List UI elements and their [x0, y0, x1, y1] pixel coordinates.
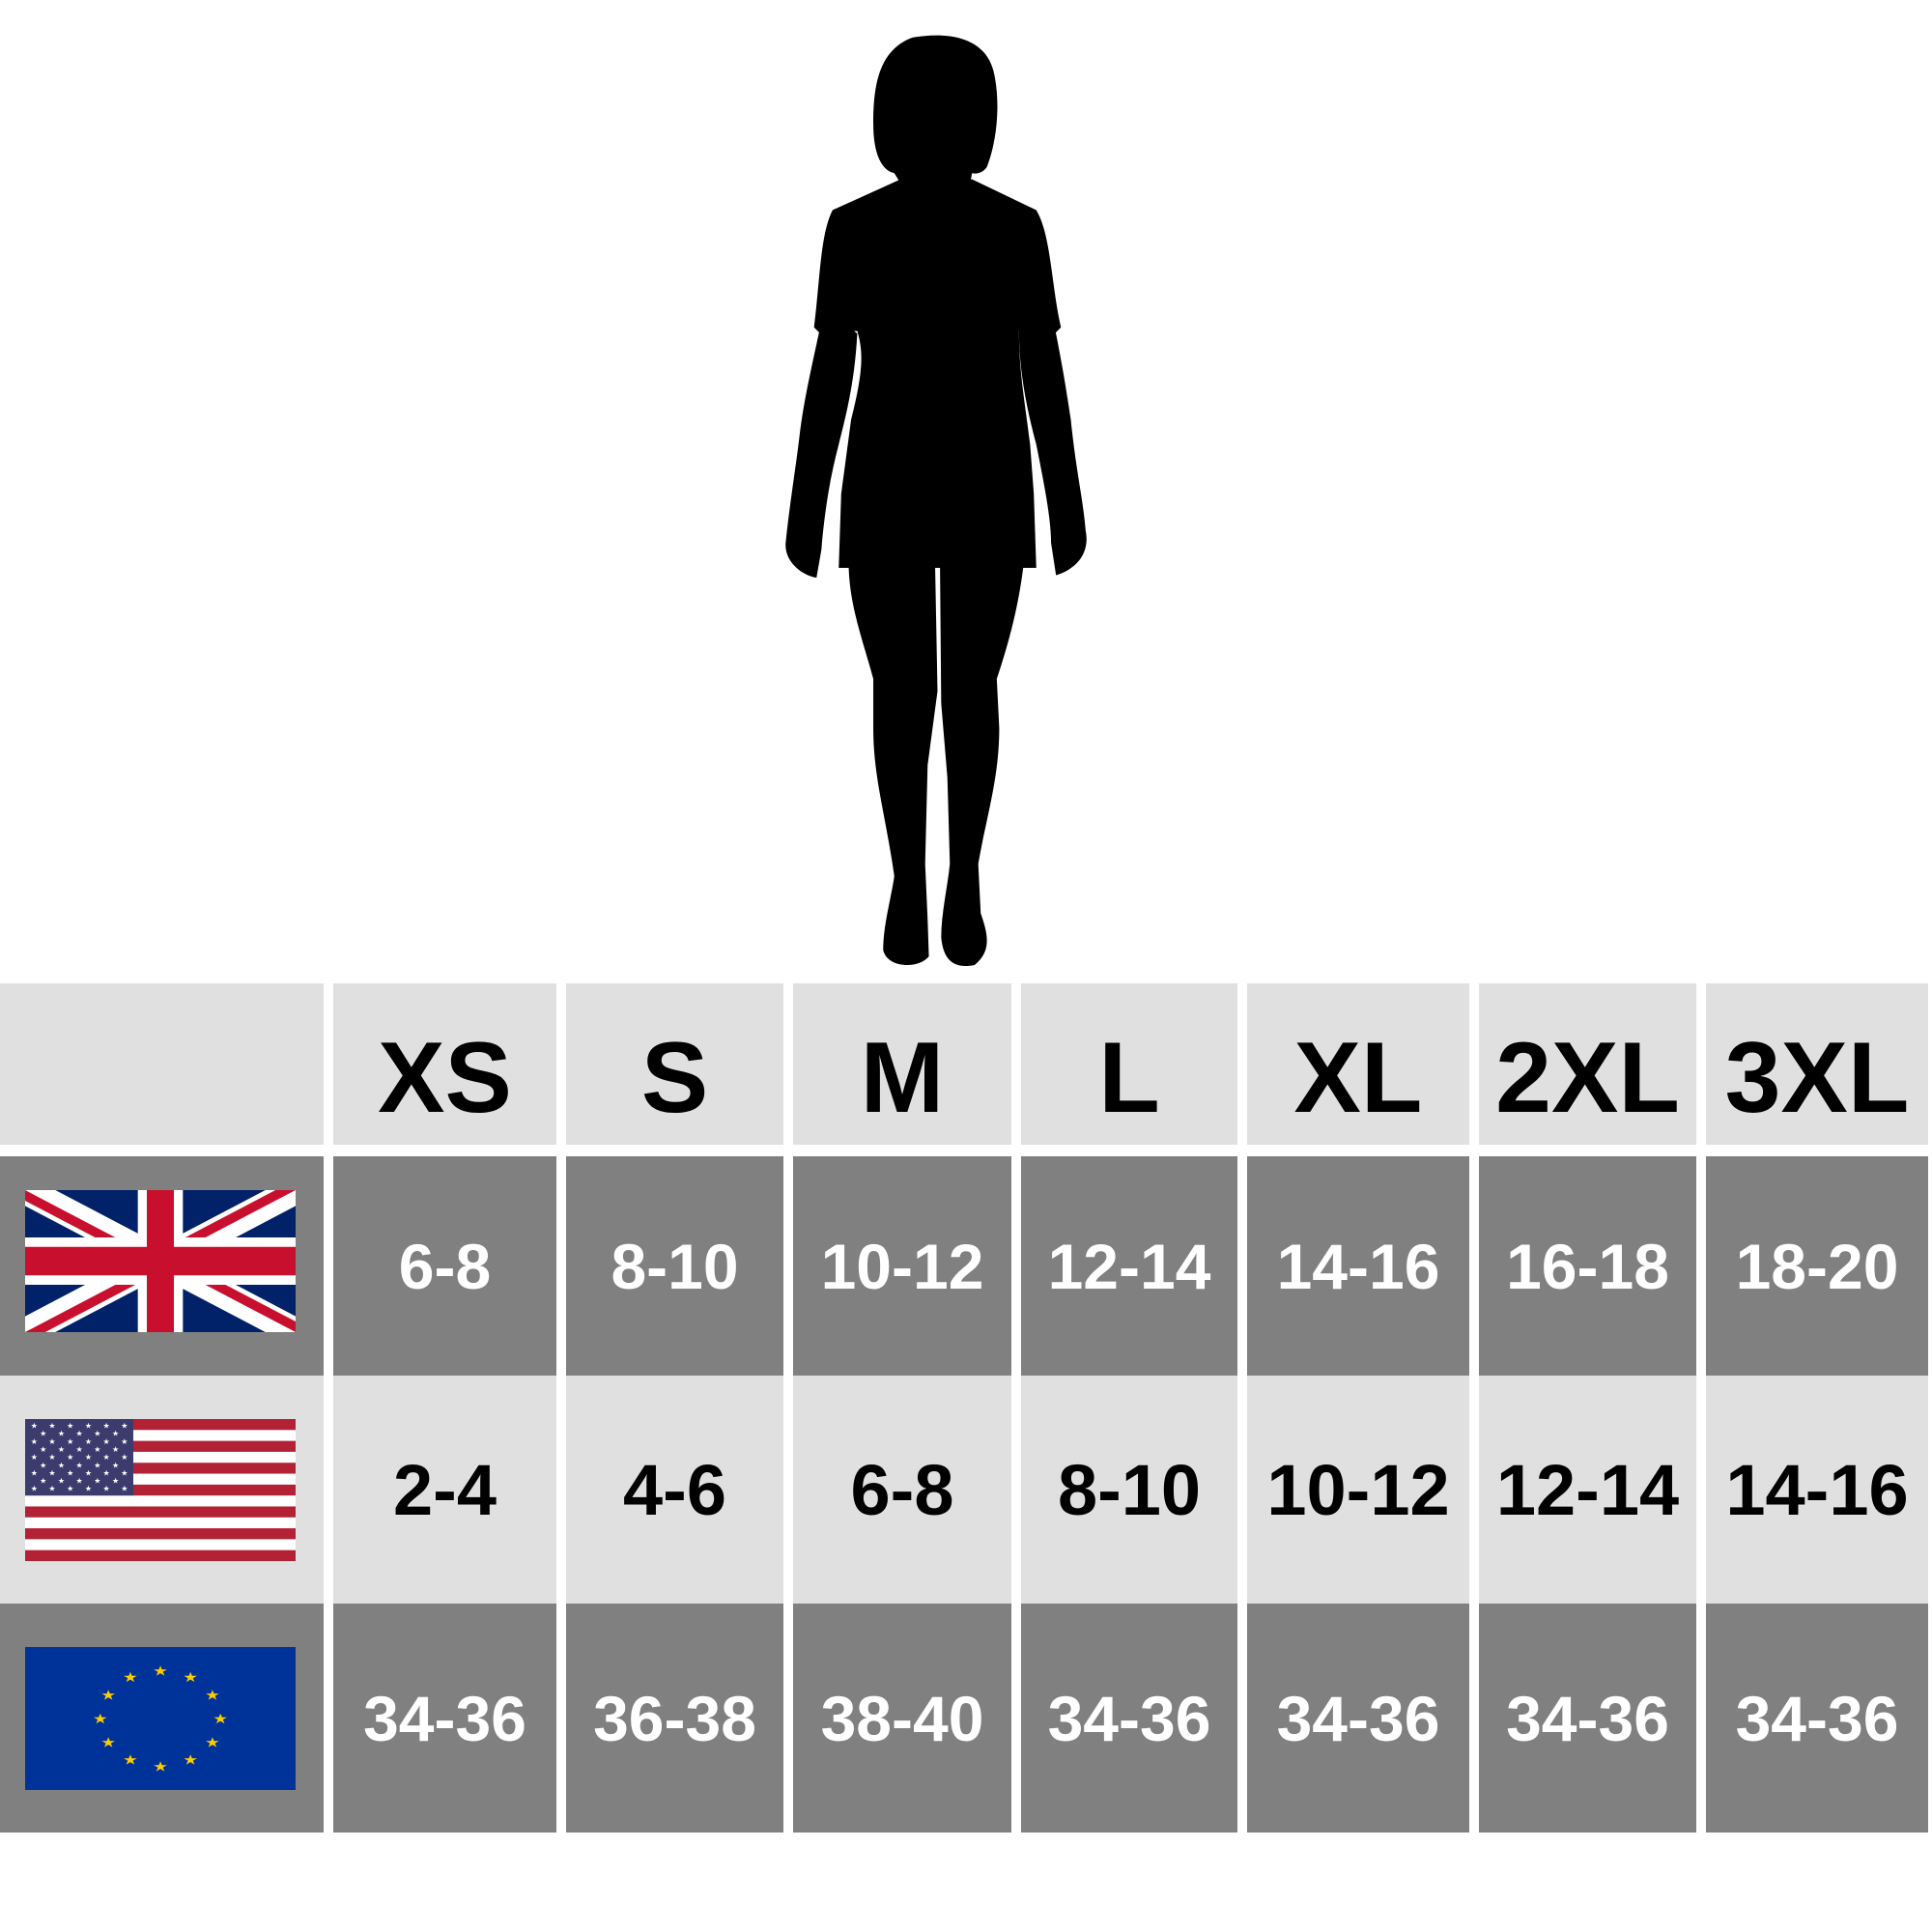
size-value-cell: 36-38: [566, 1604, 783, 1833]
svg-text:★: ★: [112, 1461, 119, 1469]
svg-text:★: ★: [67, 1485, 73, 1493]
svg-text:★: ★: [205, 1689, 220, 1703]
svg-text:★: ★: [58, 1430, 65, 1438]
svg-text:★: ★: [103, 1468, 110, 1477]
svg-text:★: ★: [94, 1477, 100, 1486]
size-value-cell: 2-4: [333, 1376, 556, 1604]
size-value-cell: 34-36: [1479, 1604, 1696, 1833]
svg-text:★: ★: [121, 1468, 128, 1477]
svg-text:★: ★: [183, 1753, 198, 1768]
svg-text:★: ★: [48, 1453, 55, 1462]
size-value-cell: 6-8: [333, 1156, 556, 1376]
woman-silhouette-icon: [785, 35, 1087, 967]
svg-text:★: ★: [31, 1485, 38, 1493]
svg-text:★: ★: [31, 1468, 38, 1477]
svg-text:★: ★: [76, 1430, 83, 1438]
svg-text:★: ★: [31, 1453, 38, 1462]
size-value-cell: 14-16: [1706, 1376, 1928, 1604]
us-flag-icon: ★ ★ ★ ★ ★ ★★ ★ ★ ★ ★★ ★ ★ ★ ★ ★★ ★ ★ ★ ★★ ★ ★ ★ ★ ★★ ★ ★ ★ ★★ ★ ★ ★ ★ ★★…: [25, 1419, 296, 1561]
size-value-cell: 14-16: [1247, 1156, 1469, 1376]
size-value-cell: 8-10: [1021, 1376, 1237, 1604]
svg-text:★: ★: [103, 1485, 110, 1493]
svg-text:★: ★: [121, 1485, 128, 1493]
svg-text:★: ★: [48, 1422, 55, 1431]
svg-text:★: ★: [48, 1437, 55, 1446]
svg-text:★: ★: [58, 1445, 65, 1454]
svg-text:★: ★: [183, 1671, 198, 1686]
size-header-s: S: [566, 983, 783, 1145]
svg-text:★: ★: [121, 1453, 128, 1462]
svg-text:★: ★: [103, 1437, 110, 1446]
svg-text:★: ★: [85, 1453, 92, 1462]
size-header-l: L: [1021, 983, 1237, 1145]
size-header-m: M: [793, 983, 1011, 1145]
svg-text:★: ★: [123, 1753, 138, 1768]
size-value-cell: 18-20: [1706, 1156, 1928, 1376]
size-value-cell: 34-36: [333, 1604, 556, 1833]
svg-text:★: ★: [31, 1422, 38, 1431]
svg-text:★: ★: [48, 1468, 55, 1477]
svg-text:★: ★: [94, 1430, 100, 1438]
svg-text:★: ★: [76, 1477, 83, 1486]
svg-text:★: ★: [103, 1422, 110, 1431]
svg-text:★: ★: [76, 1445, 83, 1454]
svg-text:★: ★: [58, 1461, 65, 1469]
svg-text:★: ★: [58, 1477, 65, 1486]
svg-text:★: ★: [103, 1453, 110, 1462]
svg-text:★: ★: [48, 1485, 55, 1493]
svg-text:★: ★: [85, 1468, 92, 1477]
size-value-cell: 8-10: [566, 1156, 783, 1376]
size-value-cell: 34-36: [1021, 1604, 1237, 1833]
svg-text:★: ★: [153, 1664, 168, 1679]
size-value-cell: 6-8: [793, 1376, 1011, 1604]
svg-text:★: ★: [112, 1430, 119, 1438]
svg-text:★: ★: [85, 1485, 92, 1493]
size-value-cell: 4-6: [566, 1376, 783, 1604]
svg-text:★: ★: [205, 1736, 220, 1750]
uk-flag-icon: [25, 1190, 296, 1332]
size-header-xs: XS: [333, 983, 556, 1145]
svg-text:★: ★: [76, 1461, 83, 1469]
svg-text:★: ★: [93, 1713, 108, 1727]
header-corner-cell: [0, 983, 324, 1145]
svg-text:★: ★: [67, 1437, 73, 1446]
svg-text:★: ★: [31, 1437, 38, 1446]
size-value-cell: 34-36: [1706, 1604, 1928, 1833]
svg-text:★: ★: [85, 1437, 92, 1446]
svg-text:★: ★: [94, 1461, 100, 1469]
svg-text:★: ★: [40, 1477, 46, 1486]
size-header-2xl: 2XL: [1479, 983, 1696, 1145]
svg-text:★: ★: [85, 1422, 92, 1431]
size-value-cell: 12-14: [1479, 1376, 1696, 1604]
size-value-cell: 12-14: [1021, 1156, 1237, 1376]
size-value-cell: 34-36: [1247, 1604, 1469, 1833]
size-value-cell: 10-12: [1247, 1376, 1469, 1604]
svg-text:★: ★: [121, 1437, 128, 1446]
svg-text:★: ★: [100, 1689, 116, 1703]
size-header-xl: XL: [1247, 983, 1469, 1145]
size-value-cell: 10-12: [793, 1156, 1011, 1376]
svg-text:★: ★: [40, 1430, 46, 1438]
svg-text:★: ★: [67, 1422, 73, 1431]
svg-text:★: ★: [112, 1445, 119, 1454]
eu-flag-icon: ★ ★ ★ ★ ★ ★ ★ ★ ★ ★ ★ ★: [25, 1647, 296, 1790]
svg-text:★: ★: [94, 1445, 100, 1454]
size-value-cell: 16-18: [1479, 1156, 1696, 1376]
svg-text:★: ★: [67, 1468, 73, 1477]
size-value-cell: 38-40: [793, 1604, 1011, 1833]
svg-text:★: ★: [112, 1477, 119, 1486]
svg-text:★: ★: [100, 1736, 116, 1750]
size-header-3xl: 3XL: [1706, 983, 1928, 1145]
svg-text:★: ★: [40, 1445, 46, 1454]
svg-text:★: ★: [40, 1461, 46, 1469]
svg-text:★: ★: [123, 1671, 138, 1686]
svg-text:★: ★: [213, 1713, 228, 1727]
svg-text:★: ★: [153, 1760, 168, 1775]
svg-text:★: ★: [121, 1422, 128, 1431]
svg-text:★: ★: [67, 1453, 73, 1462]
